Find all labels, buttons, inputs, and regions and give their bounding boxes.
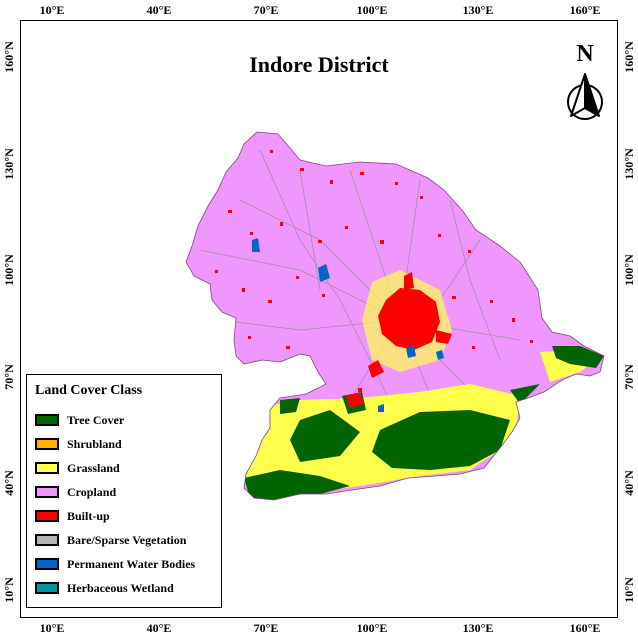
swatch-shrubland	[35, 438, 59, 450]
legend-item-bare-sparse-vegetation: Bare/Sparse Vegetation	[35, 531, 186, 549]
top-tick-130e: 130°E	[462, 3, 494, 17]
legend-item-grassland: Grassland	[35, 459, 120, 477]
land-cover-layer	[186, 132, 604, 500]
legend: Land Cover Class Tree Cover Shrubland Gr…	[26, 374, 222, 608]
legend-label: Bare/Sparse Vegetation	[67, 532, 187, 547]
swatch-herbaceous-wetland	[35, 582, 59, 594]
bottom-tick-130e: 130°E	[462, 621, 494, 635]
tree-cover-area	[244, 346, 604, 500]
swatch-cropland	[35, 486, 59, 498]
bottom-tick-40e: 40°E	[146, 621, 172, 635]
top-tick-10e: 10°E	[39, 3, 65, 17]
legend-label: Grassland	[67, 460, 120, 475]
legend-label: Herbaceous Wetland	[67, 580, 174, 595]
legend-item-shrubland: Shrubland	[35, 435, 122, 453]
legend-item-permanent-water-bodies: Permanent Water Bodies	[35, 555, 195, 573]
map-title: Indore District	[249, 52, 389, 77]
legend-item-herbaceous-wetland: Herbaceous Wetland	[35, 579, 174, 597]
top-tick-40e: 40°E	[146, 3, 172, 17]
north-arrow: N	[563, 42, 607, 122]
legend-item-built-up: Built-up	[35, 507, 110, 525]
legend-label: Permanent Water Bodies	[67, 556, 196, 571]
bottom-tick-160e: 160°E	[569, 621, 601, 635]
top-tick-160e: 160°E	[569, 3, 601, 17]
water-bodies	[252, 238, 444, 412]
north-letter: N	[576, 41, 594, 67]
top-tick-100e: 100°E	[356, 3, 388, 17]
bottom-tick-100e: 100°E	[356, 621, 388, 635]
swatch-tree-cover	[35, 414, 59, 426]
swatch-bare-sparse-vegetation	[35, 534, 59, 546]
legend-label: Tree Cover	[67, 412, 125, 427]
swatch-built-up	[35, 510, 59, 522]
indore-city-built-up	[346, 272, 452, 408]
bottom-tick-10e: 10°E	[39, 621, 65, 635]
legend-item-cropland: Cropland	[35, 483, 116, 501]
legend-item-tree-cover: Tree Cover	[35, 411, 124, 429]
swatch-grassland	[35, 462, 59, 474]
swatch-permanent-water-bodies	[35, 558, 59, 570]
legend-label: Cropland	[67, 484, 117, 499]
legend-label: Built-up	[67, 508, 110, 523]
top-tick-70e: 70°E	[253, 3, 279, 17]
bottom-tick-70e: 70°E	[253, 621, 279, 635]
north-arrow-icon	[567, 73, 603, 120]
legend-label: Shrubland	[67, 436, 122, 451]
legend-title: Land Cover Class	[35, 383, 143, 398]
